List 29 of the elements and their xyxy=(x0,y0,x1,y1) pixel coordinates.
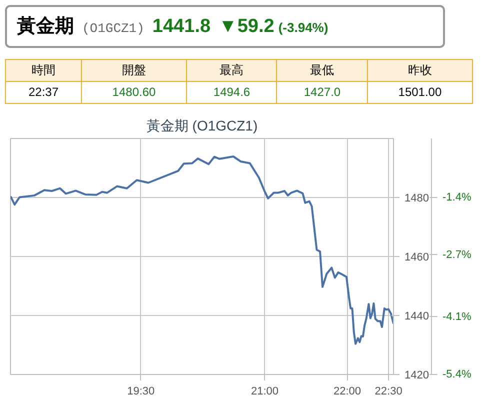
line-series xyxy=(10,155,394,345)
text: 最高 xyxy=(186,60,277,82)
text: 1480.60 xyxy=(82,82,186,104)
text: 1501.00 xyxy=(367,82,472,104)
text: 黃金期 xyxy=(17,16,74,37)
chart-title: 黃金期 (O1GCZ1) xyxy=(146,118,258,134)
text: 1427.0 xyxy=(276,82,368,104)
x-tick-label: 21:00 xyxy=(250,386,278,398)
text: (-3.94%) xyxy=(278,20,328,35)
y-tick-label: 1460 xyxy=(404,252,429,264)
text: 1494.6 xyxy=(186,82,277,104)
y-tick-label: 1480 xyxy=(404,192,429,204)
text: 昨收 xyxy=(367,60,472,82)
y-tick-label: 1420 xyxy=(404,370,429,382)
text: 1441.8 xyxy=(152,16,211,37)
y2-tick-label: -1.4% xyxy=(442,191,472,204)
text: (O1GCZ1) xyxy=(82,21,144,36)
x-tick-label: 22:00 xyxy=(334,386,362,398)
text: 22:37 xyxy=(6,82,82,104)
x-tick-label: 19:30 xyxy=(127,386,155,398)
y2-tick-label: -4.1% xyxy=(442,310,472,323)
text: ▼59.2 xyxy=(218,16,274,37)
y-tick-label: 1440 xyxy=(404,310,429,322)
text: 最低 xyxy=(276,60,368,82)
x-tick-label: 22:30 xyxy=(374,386,402,398)
y2-tick-label: -2.7% xyxy=(442,248,472,261)
text: 開盤 xyxy=(82,60,186,82)
text: 時間 xyxy=(6,60,82,82)
y2-tick-label: -5.4% xyxy=(442,368,472,380)
